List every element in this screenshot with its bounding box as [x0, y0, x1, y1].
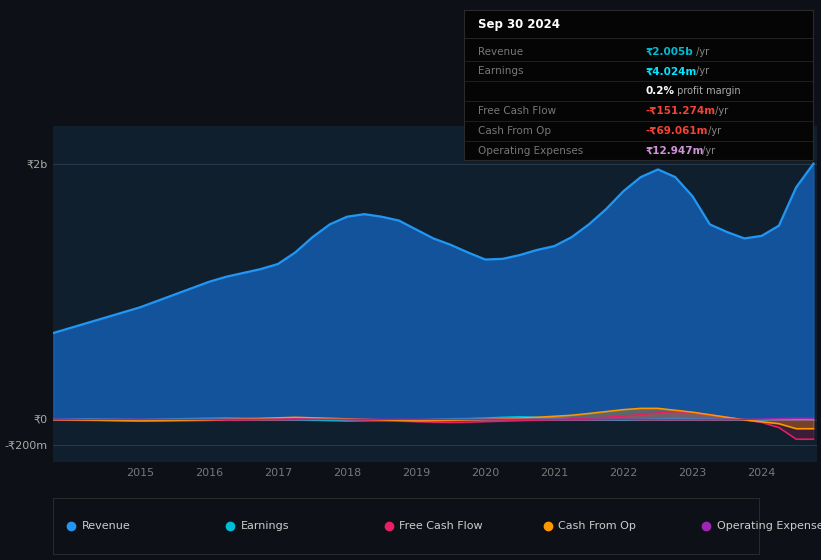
Text: ₹0: ₹0 — [33, 415, 48, 425]
Text: Earnings: Earnings — [478, 66, 523, 76]
Text: Free Cash Flow: Free Cash Flow — [478, 106, 556, 116]
Text: ₹12.947m: ₹12.947m — [645, 146, 704, 156]
Text: Cash From Op: Cash From Op — [478, 126, 551, 136]
Text: Revenue: Revenue — [81, 521, 131, 531]
Text: Cash From Op: Cash From Op — [558, 521, 636, 531]
Text: 0.2%: 0.2% — [645, 86, 674, 96]
Text: /yr: /yr — [693, 66, 709, 76]
Text: ₹2b: ₹2b — [26, 160, 48, 169]
Text: -₹151.274m: -₹151.274m — [645, 106, 715, 116]
Text: ₹4.024m: ₹4.024m — [645, 66, 697, 76]
Text: Operating Expenses: Operating Expenses — [478, 146, 583, 156]
Text: /yr: /yr — [699, 146, 715, 156]
Text: -₹69.061m: -₹69.061m — [645, 126, 708, 136]
Text: Earnings: Earnings — [241, 521, 289, 531]
Text: /yr: /yr — [705, 126, 722, 136]
Text: profit margin: profit margin — [674, 86, 741, 96]
Text: Sep 30 2024: Sep 30 2024 — [478, 18, 560, 31]
Text: Free Cash Flow: Free Cash Flow — [399, 521, 483, 531]
Text: /yr: /yr — [712, 106, 727, 116]
Text: Operating Expenses: Operating Expenses — [717, 521, 821, 531]
Text: -₹200m: -₹200m — [4, 440, 48, 450]
Text: Revenue: Revenue — [478, 46, 523, 57]
Text: /yr: /yr — [693, 46, 709, 57]
Text: ₹2.005b: ₹2.005b — [645, 46, 693, 57]
